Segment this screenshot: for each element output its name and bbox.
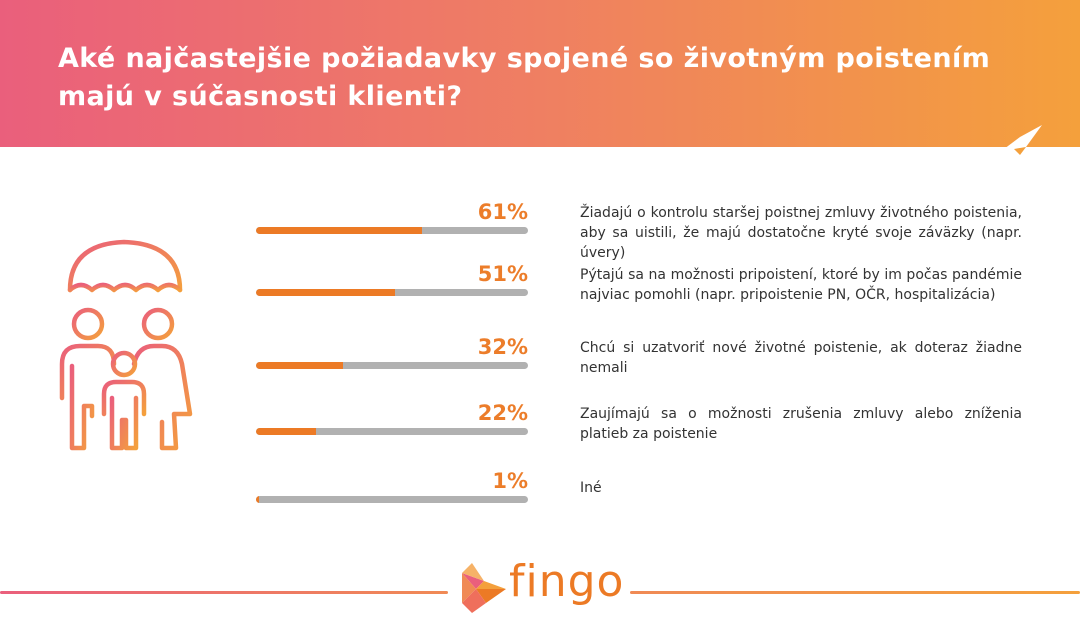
- category-label: Iné: [580, 480, 602, 496]
- bar-track: [256, 227, 528, 234]
- footer-divider-right: [630, 591, 1080, 594]
- fingo-fish-logo-icon: [1004, 125, 1042, 169]
- bar: [256, 227, 422, 234]
- chart-row-2: 51% Pýtajú sa na možnosti pripoistení, k…: [0, 262, 1080, 322]
- chart-row-3: 32% Chcú si uzatvoriť nové životné poist…: [0, 335, 1080, 395]
- bar-value-label: 32%: [477, 335, 528, 359]
- brand-logo-text: fingo: [509, 556, 625, 607]
- bar-value-label: 22%: [477, 401, 528, 425]
- bar: [256, 362, 344, 369]
- category-label: Chcú si uzatvoriť nové životné poistenie…: [580, 340, 1022, 376]
- chart-row-1: 61% Žiadajú o kontrolu staršej poistnej …: [0, 200, 1080, 261]
- header-banner: Aké najčastejšie požiadavky spojené so ž…: [0, 0, 1080, 169]
- bar-track: [256, 428, 528, 435]
- category-label: Pýtajú sa na možnosti pripoistení, ktoré…: [580, 267, 1022, 303]
- footer-divider-left: [0, 591, 448, 594]
- category-label: Zaujímajú sa o možnosti zrušenia zmluvy …: [580, 406, 1022, 442]
- bar-value-label: 61%: [477, 200, 528, 224]
- bar: [256, 289, 395, 296]
- page-title: Aké najčastejšie požiadavky spojené so ž…: [58, 43, 991, 112]
- chart-row-4: 22% Zaujímajú sa o možnosti zrušenia zml…: [0, 401, 1080, 461]
- bar-track: [256, 496, 528, 503]
- bar-track: [256, 289, 528, 296]
- chart-row-5: 1% Iné: [0, 469, 1080, 529]
- bar-track: [256, 362, 528, 369]
- bar: [256, 496, 259, 503]
- family-umbrella-icon: [59, 238, 193, 451]
- bar: [256, 428, 316, 435]
- category-label: Žiadajú o kontrolu staršej poistnej zmlu…: [580, 205, 1022, 261]
- bar-value-label: 1%: [492, 469, 528, 493]
- fingo-fish-logo-icon: [462, 563, 506, 613]
- bar-value-label: 51%: [477, 262, 528, 286]
